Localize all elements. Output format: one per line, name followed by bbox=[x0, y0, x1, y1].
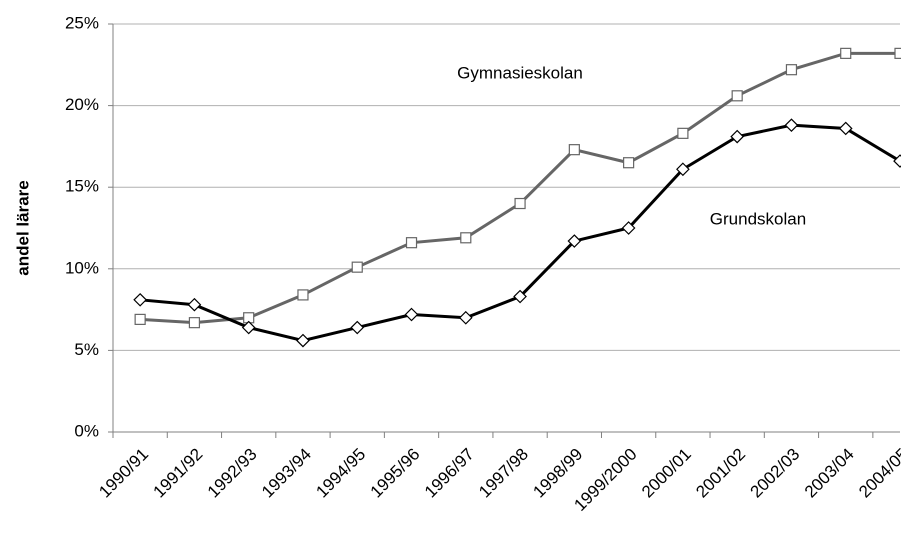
point-marker bbox=[568, 144, 580, 156]
x-tick-label: 1991/92 bbox=[150, 445, 207, 502]
point-marker bbox=[676, 162, 690, 177]
x-tick-label: 1995/96 bbox=[367, 445, 424, 502]
point-marker bbox=[731, 90, 743, 102]
y-tick-label: 25% bbox=[65, 13, 99, 32]
y-tick-label: 10% bbox=[65, 258, 99, 277]
x-tick-label: 1996/97 bbox=[421, 445, 478, 502]
point-marker bbox=[187, 297, 202, 312]
point-marker bbox=[677, 127, 689, 139]
point-marker bbox=[460, 232, 472, 244]
point-marker bbox=[188, 317, 201, 329]
x-tick-label: 1992/93 bbox=[204, 445, 261, 502]
x-tick-label: 1990/91 bbox=[95, 445, 152, 502]
point-marker bbox=[514, 197, 526, 210]
point-marker bbox=[350, 320, 365, 335]
point-marker bbox=[784, 118, 799, 133]
x-tick-label: 1994/95 bbox=[312, 445, 369, 502]
x-tick-label: 2001/02 bbox=[692, 445, 749, 502]
point-marker bbox=[567, 234, 582, 248]
point-marker bbox=[351, 261, 363, 273]
point-marker bbox=[894, 47, 901, 59]
point-marker bbox=[458, 310, 473, 325]
y-tick-label: 20% bbox=[65, 95, 99, 114]
point-marker bbox=[623, 157, 635, 169]
y-tick-label: 0% bbox=[74, 421, 99, 440]
point-marker bbox=[133, 292, 147, 307]
x-tick-label: 2004/05 bbox=[855, 445, 901, 502]
point-marker bbox=[730, 129, 745, 144]
y-tick-label: 5% bbox=[74, 340, 99, 359]
point-marker bbox=[405, 237, 418, 249]
point-marker bbox=[296, 333, 310, 348]
point-marker bbox=[785, 64, 798, 76]
x-tick-label: 2003/04 bbox=[801, 445, 858, 502]
y-tick-label: 15% bbox=[65, 177, 99, 196]
x-tick-label: 1997/98 bbox=[475, 445, 532, 502]
x-tick-label: 2002/03 bbox=[747, 445, 804, 502]
x-tick-label: 1993/94 bbox=[258, 445, 315, 502]
series-annotation: Gymnasieskolan bbox=[457, 63, 583, 82]
point-marker bbox=[893, 154, 901, 168]
series-annotation: Grundskolan bbox=[710, 209, 806, 228]
point-marker bbox=[404, 307, 419, 322]
y-axis-label: andel lärare bbox=[13, 180, 32, 275]
point-marker bbox=[621, 221, 636, 235]
x-tick-label: 2000/01 bbox=[638, 445, 695, 502]
series-line bbox=[140, 51, 900, 325]
point-marker bbox=[297, 289, 309, 301]
point-marker bbox=[513, 289, 527, 304]
point-marker bbox=[241, 320, 256, 335]
point-marker bbox=[134, 313, 146, 325]
point-marker bbox=[840, 47, 852, 59]
point-marker bbox=[838, 121, 853, 136]
series-line bbox=[140, 123, 901, 343]
